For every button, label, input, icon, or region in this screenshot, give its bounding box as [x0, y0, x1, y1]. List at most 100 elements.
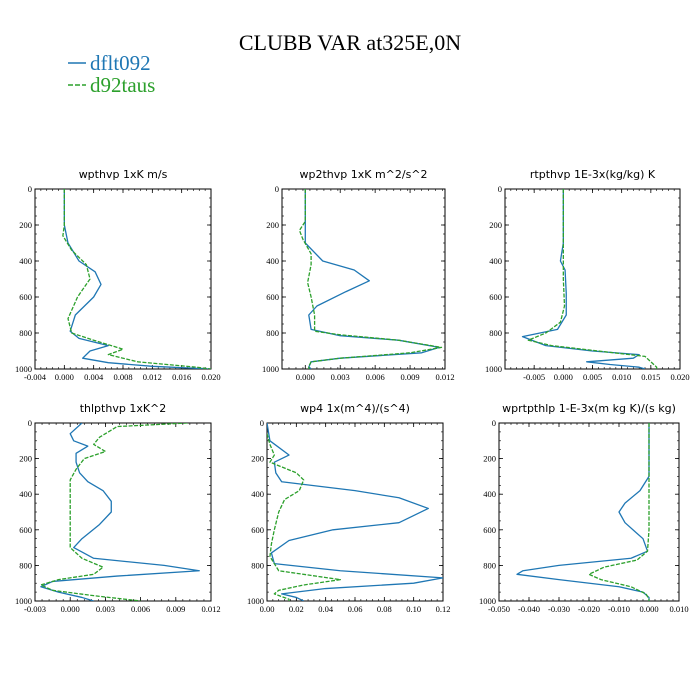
y-tick-label: 800: [19, 328, 32, 338]
y-tick-label: 200: [489, 220, 502, 230]
y-tick-label: 800: [483, 560, 496, 570]
x-tick-label: -0.050: [488, 604, 510, 614]
panel-2: wp2thvp 1xK m^2/s^2 0.000 0.003 0.006 0.009 0…: [262, 168, 455, 382]
y-tick-label: 600: [19, 525, 32, 535]
y-tick-label: 200: [19, 454, 32, 464]
panel-2-title: wp2thvp 1xK m^2/s^2: [299, 168, 427, 181]
panels: wpthvp 1xK m/s-0.004 0.000 0.004 0.008 0.012…: [15, 168, 690, 614]
x-tick-label: 0.000: [639, 604, 658, 614]
series-line-d92taus: [62, 189, 211, 369]
series-line-d92taus: [588, 423, 650, 601]
x-tick-label: 0.009: [401, 372, 420, 382]
panel-2-frame: [281, 188, 446, 370]
x-tick-label: 0.10: [406, 604, 421, 614]
y-tick-label: 1000: [247, 596, 264, 606]
y-tick-label: 1000: [15, 364, 32, 374]
y-tick-label: 200: [483, 454, 496, 464]
y-tick-label: 600: [489, 292, 502, 302]
panel-1-frame: [34, 188, 212, 370]
legend-label-dflt092: dflt092: [90, 51, 151, 75]
x-tick-label: 0.015: [641, 372, 660, 382]
y-tick-label: 400: [251, 489, 264, 499]
x-tick-label: -0.020: [578, 604, 600, 614]
x-tick-label: 0.00: [260, 604, 275, 614]
panel-3-title: rtpthvp 1E-3x(kg/kg) K: [530, 168, 656, 181]
panel-3: rtpthvp 1E-3x(kg/kg) K -0.005 0.000 0.005 0.…: [485, 168, 690, 382]
x-tick-label: 0.012: [201, 604, 220, 614]
x-tick-label: -0.005: [523, 372, 545, 382]
y-tick-label: 400: [19, 489, 32, 499]
y-tick-label: 0: [498, 184, 502, 194]
x-tick-label: -0.030: [548, 604, 570, 614]
y-tick-label: 600: [483, 525, 496, 535]
x-tick-label: 0.010: [669, 604, 688, 614]
x-tick-label: 0.005: [583, 372, 602, 382]
y-tick-label: 0: [28, 184, 32, 194]
x-tick-label: -0.040: [518, 604, 540, 614]
series-line-dflt092: [40, 423, 200, 601]
x-tick-label: 0.02: [289, 604, 304, 614]
y-tick-label: 400: [19, 256, 32, 266]
y-tick-label: 600: [251, 525, 264, 535]
x-tick-label: 0.016: [172, 372, 191, 382]
panel-6-frame: [498, 422, 680, 602]
x-tick-label: 0.000: [55, 372, 74, 382]
x-tick-label: 0.000: [554, 372, 573, 382]
x-tick-label: 0.000: [61, 604, 80, 614]
x-tick-label: 0.012: [435, 372, 454, 382]
panel-5-frame: [266, 422, 444, 602]
series-line-d92taus: [267, 433, 341, 601]
y-tick-label: 200: [251, 454, 264, 464]
y-tick-label: 600: [19, 292, 32, 302]
y-tick-label: 800: [489, 328, 502, 338]
x-tick-label: 0.12: [436, 604, 451, 614]
series-line-dflt092: [521, 189, 646, 369]
y-tick-label: 400: [489, 256, 502, 266]
y-tick-label: 1000: [15, 596, 32, 606]
y-tick-label: 400: [483, 489, 496, 499]
x-tick-label: 0.004: [84, 372, 104, 382]
panel-4: thlpthvp 1xK^2 -0.003 0.000 0.003 0.006 0.009…: [15, 402, 221, 614]
x-tick-label: 0.04: [318, 604, 334, 614]
x-tick-label: 0.020: [670, 372, 689, 382]
series-line-d92taus: [298, 189, 443, 369]
x-tick-label: 0.08: [377, 604, 392, 614]
legend-label-d92taus: d92taus: [90, 73, 155, 97]
x-tick-label: 0.003: [331, 372, 350, 382]
x-tick-label: -0.003: [24, 604, 46, 614]
y-tick-label: 800: [19, 560, 32, 570]
y-tick-label: 600: [266, 292, 279, 302]
panel-6: wprtpthlp 1-E-3x(m kg K)/(s kg) -0.050 -0.…: [479, 402, 689, 614]
x-tick-label: 0.012: [143, 372, 162, 382]
y-tick-label: 0: [492, 418, 496, 428]
x-tick-label: -0.010: [608, 604, 630, 614]
series-line-dflt092: [63, 189, 211, 369]
x-tick-label: 0.010: [612, 372, 631, 382]
x-tick-label: 0.008: [113, 372, 132, 382]
y-tick-label: 200: [266, 220, 279, 230]
y-tick-label: 0: [275, 184, 279, 194]
y-tick-label: 1000: [479, 596, 496, 606]
panel-5-title: wp4 1x(m^4)/(s^4): [300, 402, 410, 415]
panel-1-title: wpthvp 1xK m/s: [79, 168, 168, 181]
x-tick-label: 0.003: [96, 604, 115, 614]
series-line-d92taus: [527, 189, 658, 369]
series-line-dflt092: [267, 423, 443, 601]
y-tick-label: 1000: [262, 364, 279, 374]
y-tick-label: 800: [251, 560, 264, 570]
legend: dflt092 d92taus: [68, 51, 155, 97]
x-tick-label: 0.000: [296, 372, 315, 382]
panel-4-frame: [34, 422, 212, 602]
panel-6-title: wprtpthlp 1-E-3x(m kg K)/(s kg): [502, 402, 676, 415]
y-tick-label: 1000: [485, 364, 502, 374]
panel-4-title: thlpthvp 1xK^2: [80, 402, 167, 415]
figure-title: CLUBB VAR at325E,0N: [239, 30, 461, 55]
x-tick-label: 0.009: [166, 604, 185, 614]
y-tick-label: 200: [19, 220, 32, 230]
x-tick-label: -0.004: [24, 372, 47, 382]
panel-1: wpthvp 1xK m/s -0.004 0.000 0.004 0.008 0.012…: [15, 168, 221, 382]
panel-5: wp4 1x(m^4)/(s^4) 0.00 0.02 0.04 0.06 0.08 0.1…: [247, 402, 450, 614]
panel-3-frame: [504, 188, 681, 370]
x-tick-label: 0.006: [131, 604, 150, 614]
